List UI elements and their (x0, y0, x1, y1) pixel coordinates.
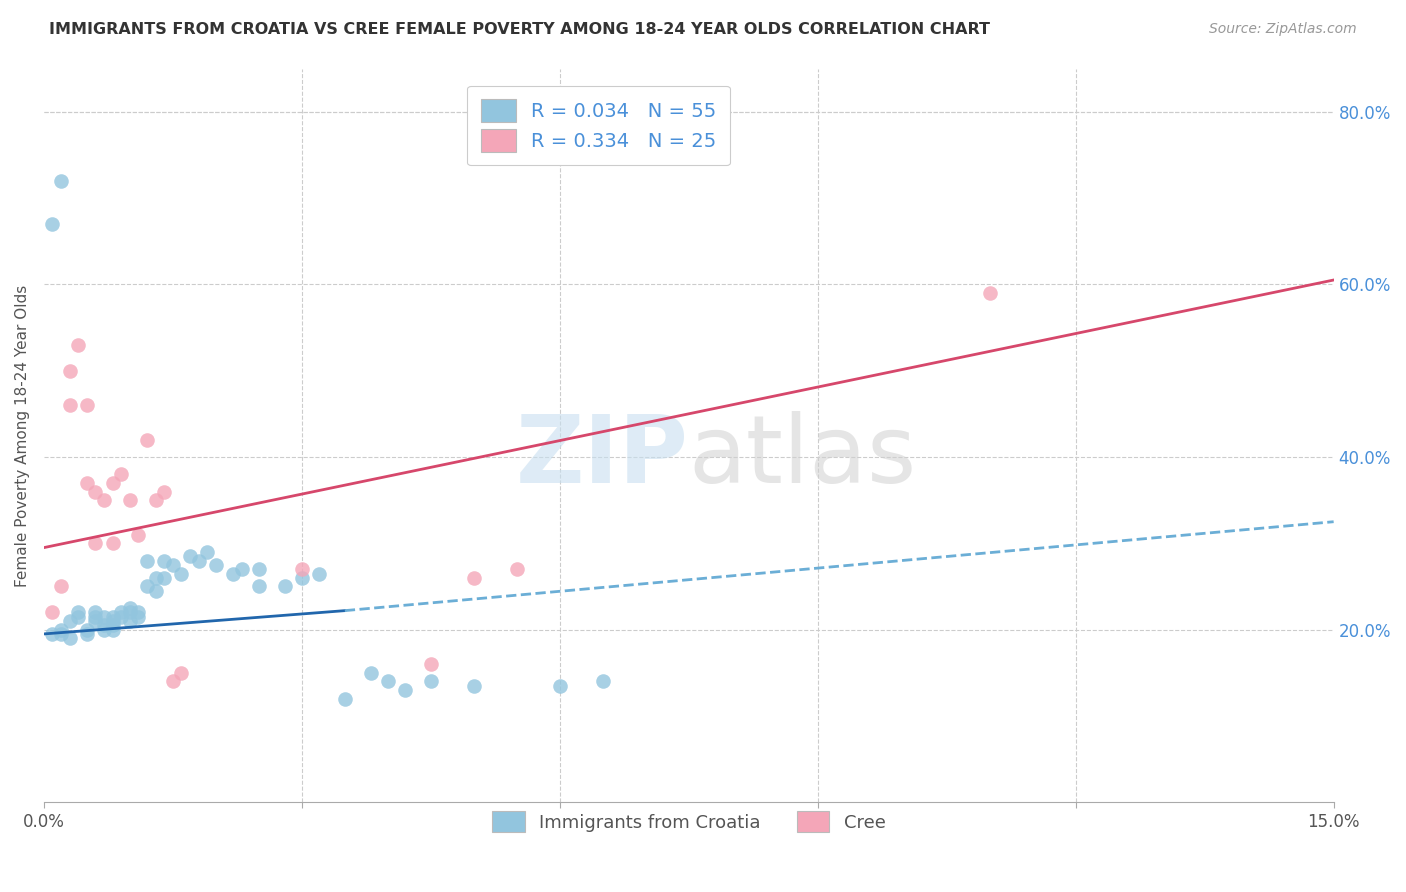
Legend: Immigrants from Croatia, Cree: Immigrants from Croatia, Cree (479, 798, 898, 845)
Point (101, 536, 124, 550)
Point (93, 493, 115, 508)
Point (76, 627, 98, 641)
Point (67, 605, 90, 619)
Point (979, 285, 1001, 300)
Point (170, 566, 193, 581)
Point (84, 605, 107, 619)
Point (548, 679, 571, 693)
Point (101, 618, 124, 632)
Point (93, 618, 115, 632)
Point (291, 571, 314, 585)
Point (136, 433, 159, 447)
Point (84, 614, 107, 628)
Point (247, 562, 270, 576)
Text: atlas: atlas (689, 411, 917, 503)
Point (195, 545, 218, 559)
Point (291, 562, 314, 576)
Point (394, 683, 416, 698)
Point (41, 217, 63, 231)
Point (506, 562, 529, 576)
Point (205, 558, 228, 572)
Point (170, 665, 193, 680)
Point (333, 691, 356, 706)
Point (247, 579, 270, 593)
Point (49, 174, 72, 188)
Point (110, 609, 132, 624)
Point (145, 493, 167, 508)
Point (136, 579, 159, 593)
Point (360, 665, 382, 680)
Y-axis label: Female Poverty Among 18-24 Year Olds: Female Poverty Among 18-24 Year Olds (15, 285, 30, 587)
Point (49, 623, 72, 637)
Point (93, 623, 115, 637)
Point (118, 614, 141, 628)
Point (49, 627, 72, 641)
Point (222, 566, 245, 581)
Point (419, 674, 441, 689)
Point (76, 475, 98, 490)
Point (59, 632, 82, 646)
Point (49, 579, 72, 593)
Point (153, 571, 176, 585)
Point (153, 484, 176, 499)
Point (101, 623, 124, 637)
Point (84, 609, 107, 624)
Point (41, 605, 63, 619)
Text: Source: ZipAtlas.com: Source: ZipAtlas.com (1209, 22, 1357, 37)
Point (127, 605, 149, 619)
Point (93, 609, 115, 624)
Point (136, 553, 159, 567)
Point (118, 605, 141, 619)
Text: IMMIGRANTS FROM CROATIA VS CREE FEMALE POVERTY AMONG 18-24 YEAR OLDS CORRELATION: IMMIGRANTS FROM CROATIA VS CREE FEMALE P… (49, 22, 990, 37)
Point (118, 493, 141, 508)
Point (59, 364, 82, 378)
Point (187, 553, 209, 567)
Point (377, 674, 399, 689)
Point (84, 536, 107, 550)
Point (67, 337, 90, 351)
Point (101, 614, 124, 628)
Point (101, 609, 124, 624)
Point (463, 571, 485, 585)
Point (118, 601, 141, 615)
Text: ZIP: ZIP (516, 411, 689, 503)
Point (59, 614, 82, 628)
Point (153, 553, 176, 567)
Point (308, 566, 330, 581)
Point (179, 549, 201, 564)
Point (110, 467, 132, 482)
Point (84, 484, 107, 499)
Point (231, 562, 253, 576)
Point (145, 583, 167, 598)
Point (110, 605, 132, 619)
Point (463, 679, 485, 693)
Point (127, 527, 149, 541)
Point (127, 609, 149, 624)
Point (592, 674, 614, 689)
Point (162, 558, 184, 572)
Point (59, 398, 82, 412)
Point (41, 627, 63, 641)
Point (273, 579, 295, 593)
Point (162, 674, 184, 689)
Point (76, 623, 98, 637)
Point (145, 571, 167, 585)
Point (419, 657, 441, 672)
Point (76, 398, 98, 412)
Point (67, 609, 90, 624)
Point (101, 475, 124, 490)
